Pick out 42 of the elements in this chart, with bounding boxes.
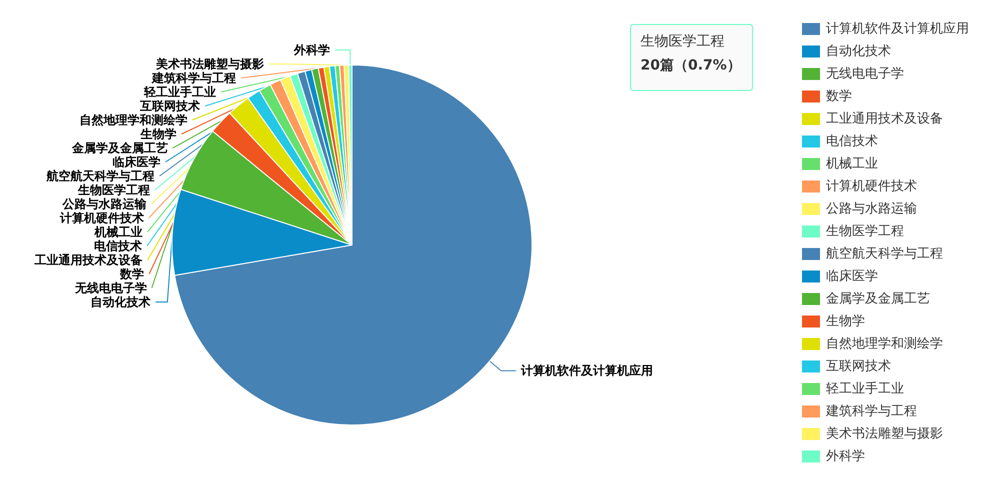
text: 20篇（0.7%）	[640, 58, 741, 74]
slice-label: 金属学及金属工艺	[70, 141, 168, 156]
legend-label: 无线电电子学	[826, 66, 904, 82]
slice-label: 工业通用技术及设备	[34, 253, 143, 268]
slice-label: 生物医学工程	[76, 183, 150, 198]
legend-label: 电信技术	[826, 134, 878, 149]
slice-label: 无线电电子学	[74, 281, 147, 296]
legend-label: 计算机软件及计算机应用	[826, 20, 969, 36]
legend-label: 工业通用技术及设备	[826, 112, 943, 126]
legend-label: 轻工业手工业	[826, 382, 904, 396]
legend-label: 计算机硬件技术	[826, 179, 917, 194]
text: 生物医学工程	[640, 34, 724, 50]
slice-label: 计算机软件及计算机应用	[520, 364, 654, 378]
legend-label: 公路与水路运输	[826, 202, 917, 216]
slice-label: 生物学	[140, 127, 177, 142]
legend-label: 生物学	[826, 314, 865, 329]
slice-label: 美术书法雕塑与摄影	[155, 57, 264, 72]
legend-label: 机械工业	[826, 156, 878, 172]
legend-label: 美术书法雕塑与摄影	[826, 426, 943, 442]
legend-label: 航空航天科学与工程	[826, 246, 943, 262]
slice-label: 轻工业手工业	[142, 85, 216, 100]
slice-label: 自然地理学和测绘学	[79, 113, 188, 128]
legend-label: 外科学	[826, 449, 865, 464]
slice-label: 外科学	[293, 43, 330, 58]
legend-label: 临床医学	[826, 269, 878, 284]
slice-label: 临床医学	[112, 155, 161, 170]
slice-label: 电信技术	[94, 239, 142, 254]
legend-label: 自然地理学和测绘学	[826, 336, 943, 352]
legend-label: 互联网技术	[826, 359, 891, 374]
legend-label: 建筑科学与工程	[825, 404, 917, 419]
slice-label: 公路与水路运输	[61, 197, 148, 212]
legend-label: 金属学及金属工艺	[826, 292, 930, 306]
slice-label: 互联网技术	[139, 99, 200, 114]
legend-label: 生物医学工程	[826, 224, 904, 239]
slice-label: 航空航天科学与工程	[46, 169, 155, 184]
slice-label: 机械工业	[93, 225, 142, 240]
slice-label: 计算机硬件技术	[58, 211, 144, 226]
slice-label: 建筑科学与工程	[151, 71, 236, 86]
legend-label: 数学	[826, 89, 852, 104]
slice-label: 数学	[119, 267, 144, 282]
legend-label: 自动化技术	[826, 44, 891, 59]
slice-label: 自动化技术	[90, 295, 151, 310]
